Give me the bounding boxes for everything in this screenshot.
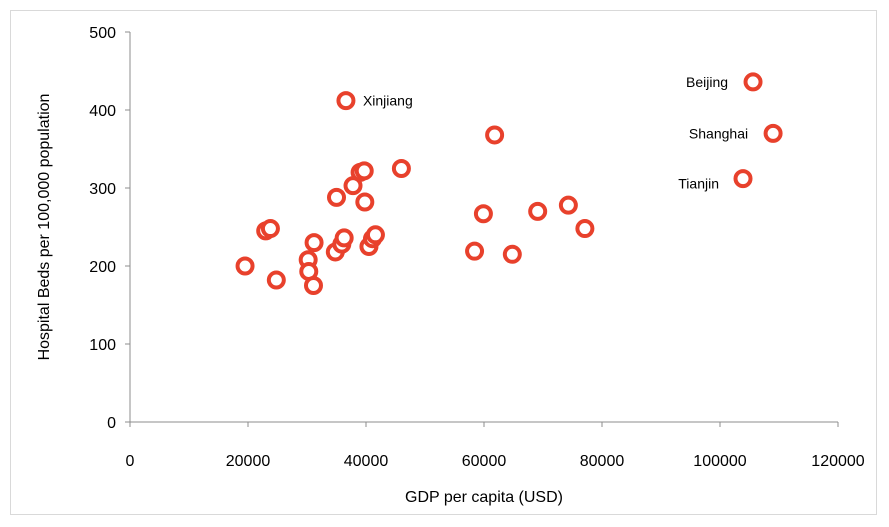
x-tick-label: 60000: [462, 453, 507, 470]
y-tick-label: 0: [107, 415, 116, 432]
scatter-point: [327, 187, 346, 207]
scatter-point: [355, 192, 375, 212]
scatter-point: [304, 233, 324, 253]
scatter-point: [575, 219, 595, 239]
scatter-point: [558, 195, 578, 215]
tick-labels: 0 100 200 300 400 500 0 20000 40000 60000 80000 100…: [89, 25, 865, 470]
y-tick-label: 300: [89, 181, 116, 198]
scatter-point: [260, 219, 280, 239]
chart-frame: [10, 10, 877, 515]
y-tick-label: 500: [89, 25, 116, 42]
y-tick-label: 200: [89, 259, 116, 276]
y-tick-label: 400: [89, 103, 116, 120]
scatter-point: [485, 125, 505, 145]
scatter-point: [391, 159, 411, 178]
scatter-point: [473, 204, 493, 224]
data-points: [235, 72, 783, 295]
scatter-point: [528, 201, 548, 221]
point-label: Shanghai: [689, 125, 748, 141]
scatter-point: [354, 161, 374, 181]
x-tick-label: 100000: [693, 453, 746, 470]
point-label: Tianjin: [678, 176, 719, 192]
scatter-point: [336, 91, 356, 111]
x-tick-label: 20000: [226, 453, 271, 470]
scatter-point: [465, 241, 485, 261]
x-axis-title: GDP per capita (USD): [405, 489, 563, 506]
y-axis-title: Hospital Beds per 100,000 population: [36, 94, 53, 361]
scatter-point: [235, 256, 255, 276]
point-labels: Xinjiang Tianjin Beijing Shanghai: [363, 74, 748, 192]
scatter-point: [303, 276, 323, 295]
scatter-point: [743, 72, 763, 92]
scatter-point: [502, 244, 522, 264]
scatter-point: [763, 123, 783, 143]
y-tick-label: 100: [89, 337, 116, 354]
x-tick-label: 0: [126, 453, 135, 470]
point-label: Xinjiang: [363, 93, 413, 109]
scatter-point: [334, 228, 354, 248]
x-tick-label: 120000: [811, 453, 864, 470]
scatter-point: [266, 270, 286, 290]
scatter-point: [365, 225, 385, 245]
axes: [125, 31, 839, 427]
point-label: Beijing: [686, 74, 728, 90]
scatter-point: [733, 169, 753, 189]
x-tick-label: 40000: [344, 453, 389, 470]
x-tick-label: 80000: [580, 453, 625, 470]
